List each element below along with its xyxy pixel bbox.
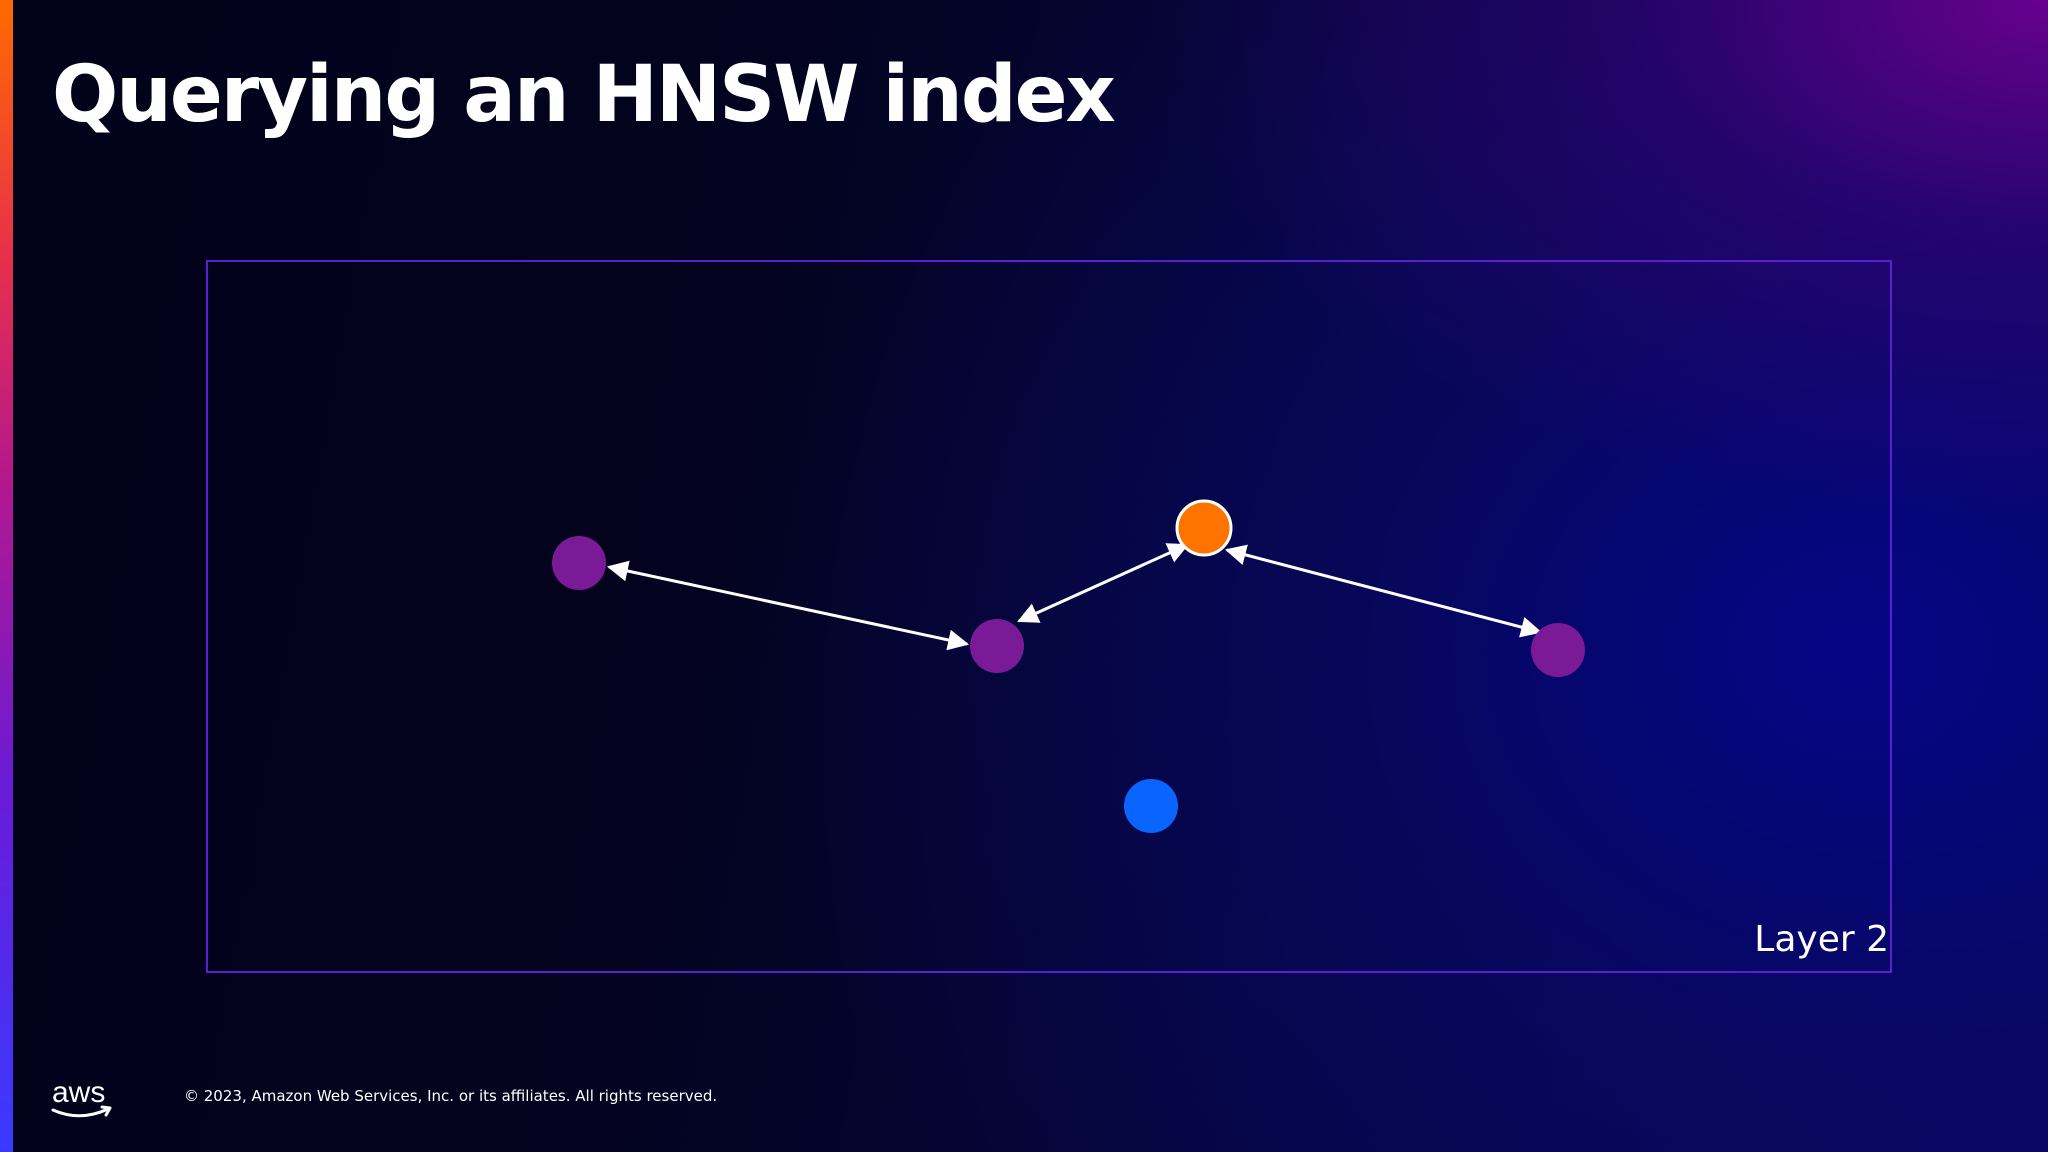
graph-node-right xyxy=(1531,623,1585,677)
layer-label: Layer 2 xyxy=(1754,919,1889,960)
query-point-node xyxy=(1124,779,1178,833)
svg-text:aws: aws xyxy=(52,1076,105,1109)
copyright-notice: © 2023, Amazon Web Services, Inc. or its… xyxy=(184,1087,718,1105)
edge-left-center xyxy=(606,560,970,651)
entry-point-node xyxy=(1175,499,1233,557)
edge-entry-right xyxy=(1224,544,1543,638)
slide-title: Querying an HNSW index xyxy=(52,50,1116,140)
aws-logo: aws xyxy=(51,1076,112,1118)
layer-frame xyxy=(206,260,1892,973)
graph-node-left xyxy=(552,536,606,590)
edge-center-entry xyxy=(1017,543,1189,623)
graph-node-center xyxy=(970,619,1024,673)
accent-bar xyxy=(0,0,13,1152)
